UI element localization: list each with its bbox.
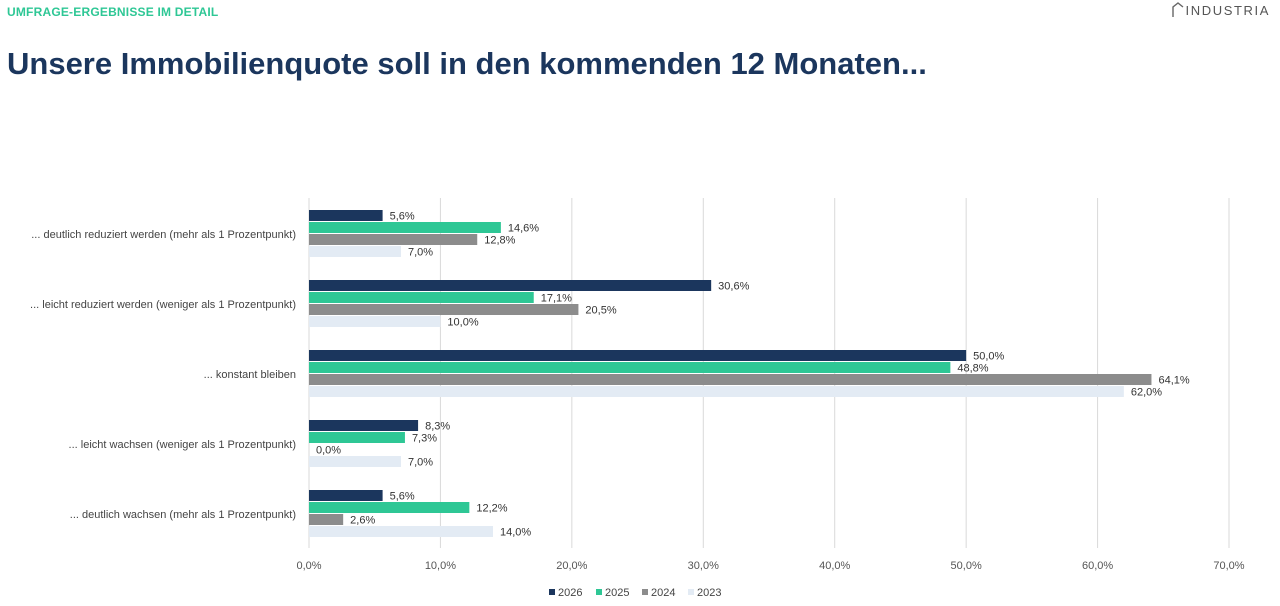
value-label: 7,0%: [408, 247, 433, 259]
brand-logo: INDUSTRIA: [1171, 2, 1270, 18]
bar-2024: [309, 374, 1152, 385]
chart-legend: 2026 2025 2024 2023: [549, 587, 721, 599]
x-tick-label: 0,0%: [296, 560, 321, 572]
value-label: 62,0%: [1131, 387, 1162, 399]
bar-2026: [309, 350, 967, 361]
x-tick-label: 60,0%: [1082, 560, 1113, 572]
bar-2023: [309, 526, 493, 537]
bar-2024: [309, 514, 344, 525]
bar-2023: [309, 386, 1124, 397]
value-label: 14,6%: [508, 223, 539, 235]
x-tick-label: 40,0%: [819, 560, 850, 572]
x-tick-label: 20,0%: [556, 560, 587, 572]
page-title: Unsere Immobilienquote soll in den komme…: [7, 46, 927, 81]
x-tick-label: 70,0%: [1213, 560, 1244, 572]
category-label: ... deutlich wachsen (mehr als 1 Prozent…: [70, 509, 296, 521]
x-tick-label: 30,0%: [688, 560, 719, 572]
value-label: 30,6%: [718, 281, 749, 293]
value-label: 50,0%: [973, 351, 1004, 363]
value-label: 12,2%: [476, 503, 507, 515]
value-label: 48,8%: [957, 363, 988, 375]
legend-swatch-2023: [688, 589, 694, 595]
value-label: 17,1%: [541, 293, 572, 305]
value-label: 64,1%: [1158, 375, 1189, 387]
brand-logo-text: INDUSTRIA: [1185, 2, 1270, 18]
bar-2026: [309, 210, 383, 221]
bar-2023: [309, 246, 401, 257]
bar-2025: [309, 432, 405, 443]
bar-2025: [309, 292, 534, 303]
value-label: 8,3%: [425, 421, 450, 433]
bar-2024: [309, 234, 478, 245]
x-tick-label: 50,0%: [951, 560, 982, 572]
bar-2025: [309, 502, 470, 513]
value-label: 5,6%: [390, 211, 415, 223]
legend-label: 2023: [697, 587, 721, 599]
category-label: ... deutlich reduziert werden (mehr als …: [31, 229, 296, 241]
bar-2023: [309, 456, 401, 467]
value-label: 10,0%: [447, 317, 478, 329]
category-label: ... leicht wachsen (weniger als 1 Prozen…: [69, 439, 296, 451]
bar-2025: [309, 222, 501, 233]
value-label: 2,6%: [350, 515, 375, 527]
bar-2026: [309, 280, 712, 291]
chart-x-tick-labels: 0,0% 10,0% 20,0% 30,0% 40,0% 50,0% 60,0% 70,0%: [296, 560, 1244, 572]
legend-label: 2024: [651, 587, 675, 599]
house-outline-icon: [1171, 2, 1183, 17]
legend-swatch-2024: [642, 589, 648, 595]
bar-2024: [309, 304, 579, 315]
bar-2026: [309, 490, 383, 501]
chart-bars: [309, 210, 1152, 537]
value-label: 5,6%: [390, 491, 415, 503]
legend-label: 2026: [558, 587, 582, 599]
category-label: ... leicht reduziert werden (weniger als…: [30, 299, 296, 311]
value-label: 7,0%: [408, 457, 433, 469]
legend-swatch-2026: [549, 589, 555, 595]
value-label: 14,0%: [500, 527, 531, 539]
x-tick-label: 10,0%: [425, 560, 456, 572]
bar-2026: [309, 420, 419, 431]
value-label: 7,3%: [412, 433, 437, 445]
value-label: 0,0%: [316, 445, 341, 457]
chart-value-labels: 5,6% 14,6%12,8% 7,0% 30,6% 17,1% 20,5% 10,0% 50…: [316, 211, 1190, 539]
bar-2025: [309, 362, 951, 373]
value-label: 20,5%: [585, 305, 616, 317]
chart-category-labels: ... deutlich reduziert werden (mehr als …: [30, 229, 296, 521]
legend-swatch-2025: [596, 589, 602, 595]
category-label: ... konstant bleiben: [204, 369, 296, 381]
bar-2023: [309, 316, 441, 327]
legend-label: 2025: [605, 587, 629, 599]
section-overline: UMFRAGE-ERGEBNISSE IM DETAIL: [7, 5, 219, 19]
value-label: 12,8%: [484, 235, 515, 247]
